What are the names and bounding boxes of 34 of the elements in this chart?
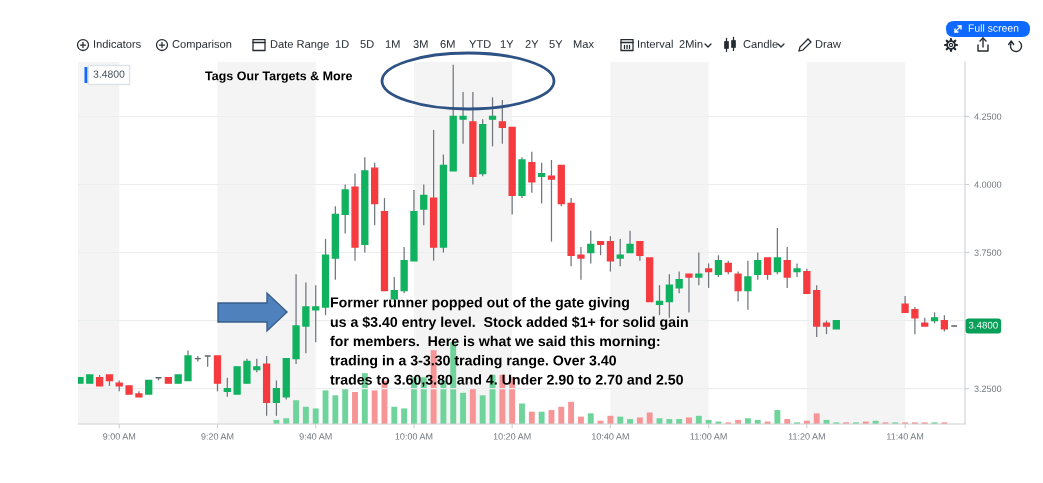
text: 2Min — [679, 39, 703, 48]
x-tick-label: 11:20 AM — [788, 433, 825, 440]
x-tick-label: 9:00 AM — [103, 433, 136, 440]
text: 1D — [335, 40, 349, 48]
annotation: 3.4800 — [968, 321, 998, 329]
x-tick-label: 9:20 AM — [201, 433, 234, 440]
text: 1M — [385, 40, 400, 48]
y-tick-label: 3.7500 — [974, 249, 1002, 256]
x-tick-label: 10:00 AM — [395, 433, 433, 440]
x-tick-label: 9:40 AM — [299, 433, 332, 440]
text: Max — [573, 40, 594, 48]
text: 3M — [413, 40, 428, 48]
text: 1Y — [500, 40, 514, 48]
y-tick-label: 3.2500 — [974, 385, 1002, 392]
text: 5Y — [549, 40, 563, 48]
text: 6M — [440, 40, 455, 48]
x-tick-label: 11:40 AM — [887, 433, 924, 440]
x-tick-label: 11:00 AM — [690, 433, 727, 440]
annotation: 3.4800 — [93, 70, 125, 78]
x-tick-label: 10:40 AM — [592, 433, 629, 440]
text: 5D — [360, 40, 374, 48]
text: Date Range — [270, 40, 329, 51]
text: Indicators — [94, 39, 141, 48]
text: Candle — [743, 39, 778, 48]
text: Comparison — [172, 39, 232, 51]
text: Full screen — [968, 24, 1019, 32]
annotation: Tags Our Targets & More — [205, 71, 353, 83]
text: 2Y — [525, 40, 539, 48]
text: YTD — [469, 40, 491, 48]
text: Draw — [815, 40, 841, 48]
text: Interval — [638, 39, 673, 48]
x-tick-label: 10:20 AM — [493, 433, 531, 440]
y-tick-label: 4.0000 — [974, 181, 1002, 188]
y-tick-label: 4.2500 — [974, 113, 1002, 120]
